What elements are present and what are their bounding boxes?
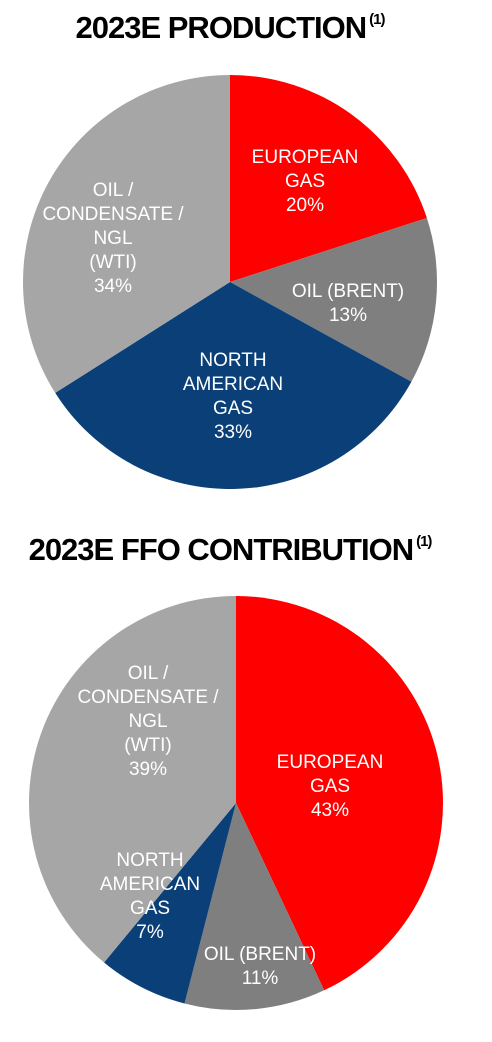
slice-value-label: 20%	[286, 195, 324, 216]
pie-slice-oil-brent	[184, 803, 325, 1010]
pie-slice-oil-condensate-ngl-wti	[22, 74, 231, 393]
slice-name-line: CONDENSATE /	[77, 687, 219, 708]
slice-name-line: AMERICAN	[100, 874, 200, 895]
slice-label-oil-brent: OIL (BRENT) 11%	[204, 944, 316, 989]
slice-name-line: OIL (BRENT)	[204, 944, 316, 965]
slice-name-line: (WTI)	[89, 252, 136, 273]
slice-name-line: NGL	[93, 228, 132, 249]
production-chart: 2023E PRODUCTION (1) EUROPEAN GAS 20% OIL (B…	[0, 0, 492, 520]
slice-name-line: EUROPEAN	[277, 752, 384, 773]
chart-title: 2023E PRODUCTION (1)	[75, 10, 386, 45]
slice-name-line: EUROPEAN	[252, 147, 359, 168]
pie-slice-oil-brent	[230, 218, 437, 382]
slice-label-oil-condensate-ngl-wti: OIL / CONDENSATE / NGL (WTI) 39%	[77, 663, 219, 780]
chart-title: 2023E FFO CONTRIBUTION (1)	[28, 532, 433, 567]
slice-value-label: 34%	[94, 276, 132, 297]
slice-label-north-american-gas: NORTH AMERICAN GAS 7%	[100, 850, 200, 943]
pie-slice-european-gas	[230, 75, 427, 282]
slice-name-line: OIL /	[128, 663, 169, 684]
slice-value-label: 33%	[214, 422, 252, 443]
slice-name-line: OIL /	[93, 180, 134, 201]
slice-name-line: NGL	[128, 711, 167, 732]
slice-value-label: 13%	[329, 305, 367, 326]
slice-label-european-gas: EUROPEAN GAS 43%	[277, 752, 384, 821]
slice-value-label: 7%	[136, 922, 164, 943]
slice-value-label: 43%	[311, 800, 349, 821]
pie-slice-oil-condensate-ngl-wti	[29, 596, 236, 963]
slice-name-line: GAS	[213, 398, 253, 419]
pie-slice-north-american-gas	[104, 803, 236, 1004]
slice-name-line: GAS	[285, 171, 325, 192]
ffo-contribution-chart: 2023E FFO CONTRIBUTION (1) EUROPEAN GAS 43%…	[0, 520, 492, 1042]
slice-name-line: AMERICAN	[183, 374, 283, 395]
slice-name-line: GAS	[310, 776, 350, 797]
slice-value-label: 39%	[129, 759, 167, 780]
slice-name-line: OIL (BRENT)	[292, 281, 404, 302]
slice-name-line: GAS	[130, 898, 170, 919]
slice-label-north-american-gas: NORTH AMERICAN GAS 33%	[183, 350, 283, 443]
pie-slice-european-gas	[236, 596, 444, 991]
slice-name-line: NORTH	[116, 850, 183, 871]
slice-label-oil-brent: OIL (BRENT) 13%	[292, 281, 404, 326]
slice-name-line: NORTH	[199, 350, 266, 371]
slice-name-line: (WTI)	[124, 735, 171, 756]
footnote-marker: (1)	[416, 533, 432, 550]
footnote-marker: (1)	[369, 11, 385, 28]
slice-value-label: 11%	[242, 968, 279, 989]
slice-label-oil-condensate-ngl-wti: OIL / CONDENSATE / NGL (WTI) 34%	[42, 180, 184, 297]
slice-name-line: CONDENSATE /	[42, 204, 184, 225]
ffo-contribution-pie: EUROPEAN GAS 43% OIL (BRENT) 11% NORTH AMERICA…	[29, 596, 444, 1010]
production-pie: EUROPEAN GAS 20% OIL (BRENT) 13% NORTH AMERICA…	[22, 74, 437, 489]
slice-label-european-gas: EUROPEAN GAS 20%	[252, 147, 359, 216]
pie-slice-north-american-gas	[55, 282, 412, 489]
